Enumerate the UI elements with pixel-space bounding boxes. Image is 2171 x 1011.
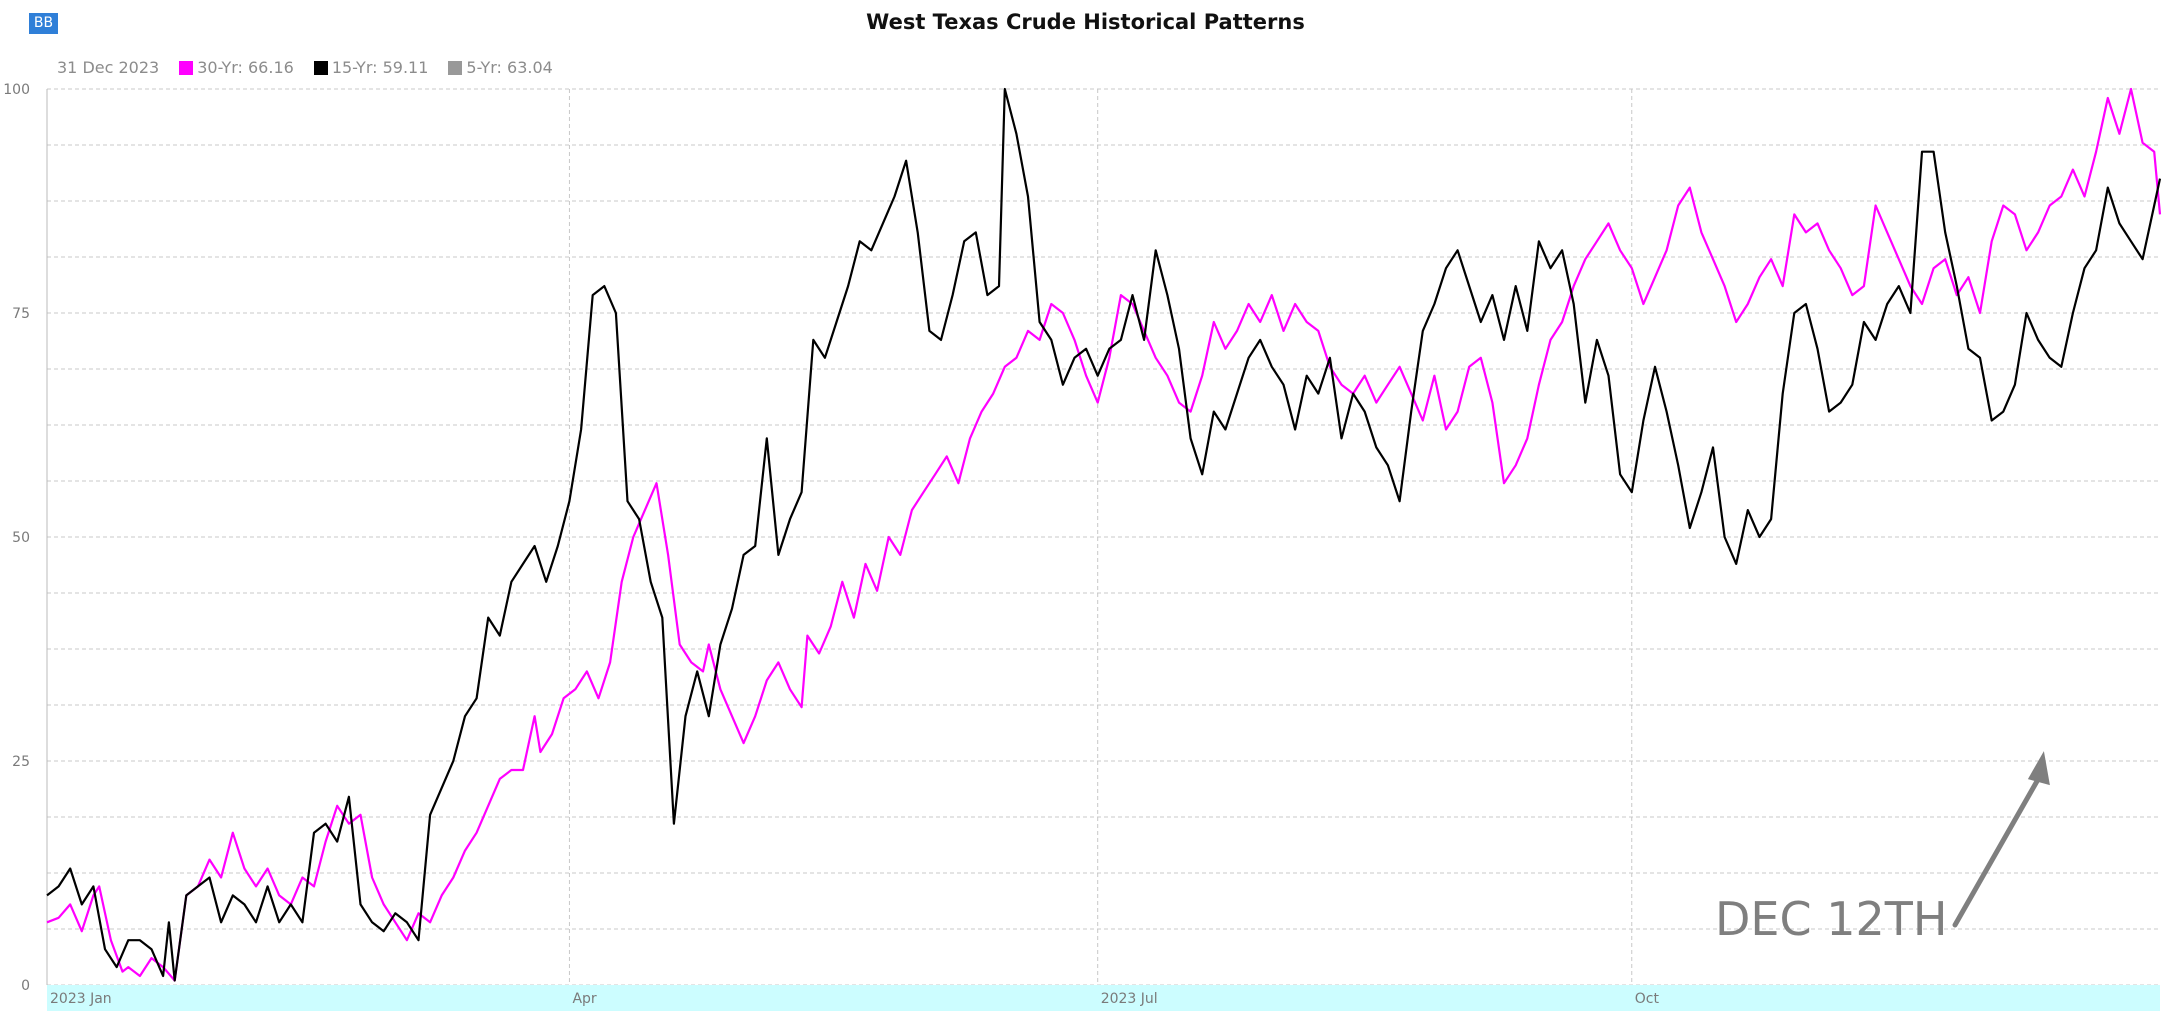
x-tick-label: Apr: [572, 991, 596, 1007]
y-tick-label: 0: [21, 978, 30, 994]
series-line-1[interactable]: [46, 87, 2162, 982]
series-layer: [46, 87, 2162, 982]
x-tick-label: 2023 Jul: [1101, 991, 1158, 1007]
legend-swatch-15yr: [313, 60, 328, 75]
legend-label-15yr: 15-Yr: 59.11: [331, 58, 429, 77]
annotation-arrow-head: [2027, 751, 2050, 786]
legend: 31 Dec 2023 30-Yr: 66.16 15-Yr: 59.11 5-…: [57, 58, 553, 77]
annotation-label: DEC 12TH: [1715, 892, 1947, 946]
annotation-layer: DEC 12TH: [1715, 751, 2050, 946]
legend-label-30yr: 30-Yr: 66.16: [197, 58, 294, 77]
grid: [46, 88, 2160, 986]
y-tick-label: 50: [12, 530, 30, 546]
date-band: [47, 985, 2160, 1011]
bb-badge[interactable]: BB: [29, 13, 58, 34]
legend-swatch-5yr: [448, 60, 463, 75]
legend-swatch-30yr: [179, 60, 194, 75]
legend-item-15yr[interactable]: 15-Yr: 59.11: [313, 58, 429, 77]
chart-title: West Texas Crude Historical Patterns: [866, 10, 1305, 34]
legend-item-30yr[interactable]: 30-Yr: 66.16: [179, 58, 294, 77]
legend-label-5yr: 5-Yr: 63.04: [466, 58, 553, 77]
legend-item-5yr[interactable]: 5-Yr: 63.04: [448, 58, 553, 77]
series-line-0[interactable]: [46, 87, 2162, 982]
y-tick-label: 100: [3, 82, 30, 98]
x-tick-label: 2023 Jan: [50, 991, 112, 1007]
annotation-arrow: [1952, 766, 2047, 928]
x-axis: 2023 Jan Apr 2023 Jul Oct: [50, 991, 1659, 1007]
legend-date: 31 Dec 2023: [57, 58, 160, 77]
y-axis: 0 25 50 75 100: [3, 82, 30, 994]
y-tick-label: 75: [12, 306, 30, 322]
x-tick-label: Oct: [1635, 991, 1660, 1007]
y-tick-label: 25: [12, 754, 30, 770]
